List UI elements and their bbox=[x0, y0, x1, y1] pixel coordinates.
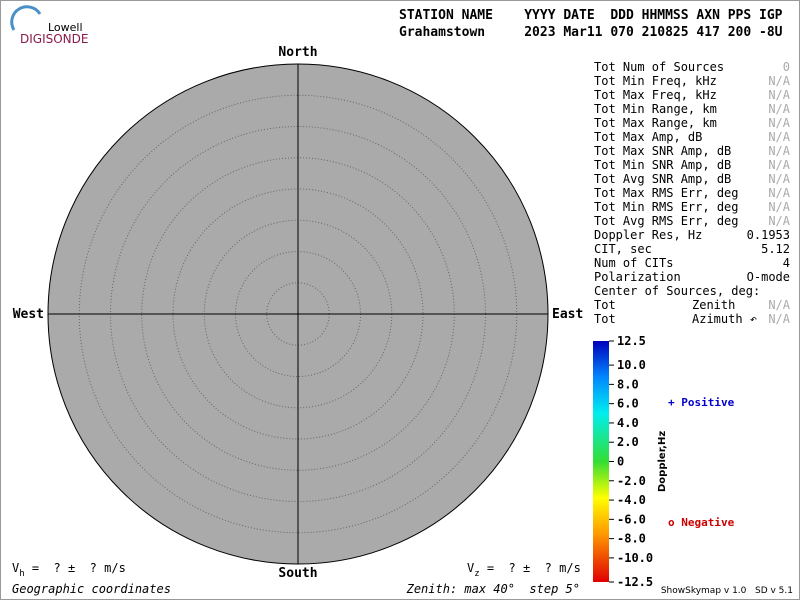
compass-label: North bbox=[278, 45, 317, 60]
stat-value: N/A bbox=[768, 88, 790, 102]
stat-label: Tot Max SNR Amp, dB bbox=[594, 144, 731, 158]
colorbar-tick-label: 8.0 bbox=[617, 377, 639, 391]
stat-value: N/A bbox=[768, 200, 790, 214]
stat-label: Num of CITs bbox=[594, 256, 673, 270]
header-labels: STATION NAME YYYY DATE DDD HHMMSS AXN PP… bbox=[399, 8, 783, 23]
coords-note: Geographic coordinates bbox=[12, 582, 171, 596]
stat-label: Tot Max RMS Err, deg bbox=[594, 186, 739, 200]
stat-value: N/A bbox=[768, 186, 790, 200]
center-value: N/A bbox=[768, 298, 790, 312]
symbol: V bbox=[467, 561, 474, 575]
stat-value: N/A bbox=[768, 74, 790, 88]
stat-label: Tot Max Range, km bbox=[594, 116, 717, 130]
colorbar-tick-label: 0 bbox=[617, 455, 624, 469]
stat-value: O-mode bbox=[747, 270, 790, 284]
colorbar-tick-label: 10.0 bbox=[617, 358, 646, 372]
stat-label: Tot Num of Sources bbox=[594, 60, 724, 74]
stat-value: N/A bbox=[768, 116, 790, 130]
stat-label: Tot Min SNR Amp, dB bbox=[594, 158, 731, 172]
center-name: Azimuth ↶ bbox=[692, 312, 757, 326]
stat-value: N/A bbox=[768, 102, 790, 116]
stat-label: Tot Avg SNR Amp, dB bbox=[594, 172, 731, 186]
stat-value: N/A bbox=[768, 144, 790, 158]
logo-arc bbox=[10, 5, 42, 31]
colorbar-tick-label: -6.0 bbox=[617, 512, 646, 526]
subscript: z bbox=[474, 569, 479, 579]
stat-label: Tot Max Freq, kHz bbox=[594, 88, 717, 102]
stat-label: Tot Max Amp, dB bbox=[594, 130, 702, 144]
center-name: Zenith bbox=[692, 298, 735, 312]
readout-text: = ? ± ? m/s bbox=[480, 561, 581, 575]
legend-negative: o Negative bbox=[668, 516, 735, 529]
stat-value: 5.12 bbox=[761, 242, 790, 256]
compass-label: East bbox=[552, 307, 583, 322]
center-value: N/A bbox=[768, 312, 790, 326]
center-title: Center of Sources, deg: bbox=[594, 284, 760, 298]
colorbar-tick-label: 4.0 bbox=[617, 416, 639, 430]
vz-readout: Vz = ? ± ? m/s bbox=[467, 561, 581, 579]
legend-positive: + Positive bbox=[668, 396, 735, 409]
stat-value: N/A bbox=[768, 130, 790, 144]
stat-value: N/A bbox=[768, 214, 790, 228]
colorbar-tick-label: -4.0 bbox=[617, 493, 646, 507]
colorbar-tick-label: 12.5 bbox=[617, 334, 646, 348]
version-note: ShowSkymap v 1.0 SD v 5.1 bbox=[661, 586, 793, 596]
stat-value: 4 bbox=[783, 256, 790, 270]
colorbar-tick-label: -10.0 bbox=[617, 551, 653, 565]
colorbar-ticks: 12.5 10.0 8.0 6.0 4.0 2.0 0 -2.0 -4.0 -6.0 -8.0 -10… bbox=[609, 334, 653, 589]
colorbar-tick-label: 2.0 bbox=[617, 435, 639, 449]
stat-value: 0 bbox=[783, 60, 790, 74]
colorbar bbox=[593, 341, 609, 582]
symbol: V bbox=[12, 561, 19, 575]
stat-label: Doppler Res, Hz bbox=[594, 228, 702, 242]
center-label: Tot bbox=[594, 312, 616, 326]
colorbar-tick-label: -8.0 bbox=[617, 532, 646, 546]
stats-panel: Tot Num of Sources 0 Tot Min Freq, kHz N/A T… bbox=[594, 60, 791, 326]
logo-line: Lowell bbox=[48, 21, 83, 34]
colorbar-tick-label: -12.5 bbox=[617, 575, 653, 589]
stat-value: N/A bbox=[768, 158, 790, 172]
zenith-note: Zenith: max 40° step 5° bbox=[406, 582, 580, 596]
colorbar-title: Doppler,Hz bbox=[657, 431, 668, 492]
vh-readout: Vh = ? ± ? m/s bbox=[12, 561, 126, 579]
stat-label: Tot Min Freq, kHz bbox=[594, 74, 717, 88]
compass-label: South bbox=[278, 566, 317, 581]
readout-text: = ? ± ? m/s bbox=[25, 561, 126, 575]
stat-value: N/A bbox=[768, 172, 790, 186]
compass-label: West bbox=[13, 307, 44, 322]
logo-line: DIGISONDE bbox=[20, 32, 88, 46]
stat-label: Tot Min RMS Err, deg bbox=[594, 200, 739, 214]
stat-label: CIT, sec bbox=[594, 242, 652, 256]
stat-label: Tot Avg RMS Err, deg bbox=[594, 214, 739, 228]
colorbar-tick-label: -2.0 bbox=[617, 474, 646, 488]
stat-label: Tot Min Range, km bbox=[594, 102, 717, 116]
center-label: Tot bbox=[594, 298, 616, 312]
stat-value: 0.1953 bbox=[747, 228, 790, 242]
colorbar-tick-label: 6.0 bbox=[617, 397, 639, 411]
header-values: Grahamstown 2023 Mar11 070 210825 417 20… bbox=[399, 25, 783, 40]
subscript: h bbox=[19, 569, 24, 579]
stat-label: Polarization bbox=[594, 270, 681, 284]
